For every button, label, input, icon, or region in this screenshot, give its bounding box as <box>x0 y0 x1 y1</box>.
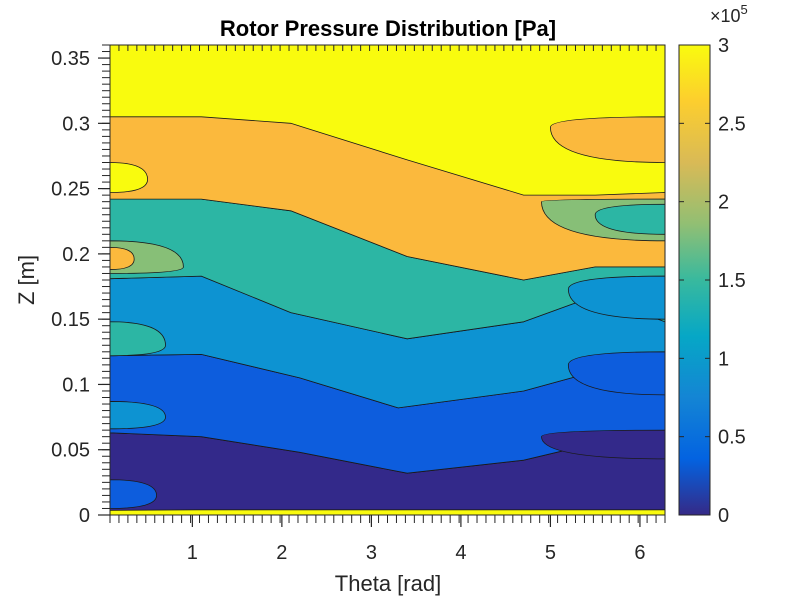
contour-pocket <box>110 246 135 270</box>
contour-bands <box>110 116 665 511</box>
colorbar-tick-label: 2 <box>718 192 729 214</box>
x-tick-label: 5 <box>545 542 556 564</box>
colorbar-exponent: ×105 <box>710 2 748 26</box>
contour-pocket <box>110 162 148 193</box>
colorbar-ticks: 0 0.5 1 1.5 2 2.5 3 <box>679 35 746 527</box>
y-tick-label: 0.15 <box>51 309 90 331</box>
x-axis: 1 2 3 4 5 6 <box>109 45 666 564</box>
x-tick-label: 3 <box>366 542 377 564</box>
y-axis: 0 0.05 0.1 0.15 0.2 0.25 0.3 0.35 <box>51 44 110 527</box>
y-tick-label: 0.35 <box>51 48 90 70</box>
contour-pocket <box>550 116 665 163</box>
y-axis-label: Z [m] <box>14 255 39 305</box>
colorbar-tick-label: 1.5 <box>718 270 746 292</box>
y-tick-label: 0.2 <box>62 244 90 266</box>
contour-pocket <box>110 401 166 430</box>
x-tick-label: 2 <box>276 542 287 564</box>
colorbar-tick-label: 1 <box>718 348 729 370</box>
y-tick-label: 0 <box>79 505 90 527</box>
contour-pocket <box>110 479 157 509</box>
colorbar-tick-label: 2.5 <box>718 113 746 135</box>
colorbar-tick-label: 0 <box>718 505 729 527</box>
contour-band-4 <box>110 116 665 281</box>
x-tick-label: 1 <box>187 542 198 564</box>
y-tick-label: 0.05 <box>51 440 90 462</box>
contour-pocket <box>541 429 665 460</box>
contour-pocket <box>567 351 665 396</box>
contour-pocket <box>110 321 166 357</box>
contour-pocket <box>594 203 665 235</box>
x-tick-label: 4 <box>455 542 466 564</box>
colorbar <box>678 44 711 516</box>
chart-title: Rotor Pressure Distribution [Pa] <box>220 16 556 41</box>
colorbar-tick-label: 0.5 <box>718 427 746 449</box>
x-tick-label: 6 <box>634 542 645 564</box>
colorbar-tick-label: 3 <box>718 35 729 57</box>
y-tick-label: 0.1 <box>62 374 90 396</box>
contour-accent-pockets <box>110 116 665 509</box>
y-tick-label: 0.3 <box>62 113 90 135</box>
contour-pocket <box>567 275 665 320</box>
x-axis-label: Theta [rad] <box>335 571 441 596</box>
y-tick-label: 0.25 <box>51 179 90 201</box>
